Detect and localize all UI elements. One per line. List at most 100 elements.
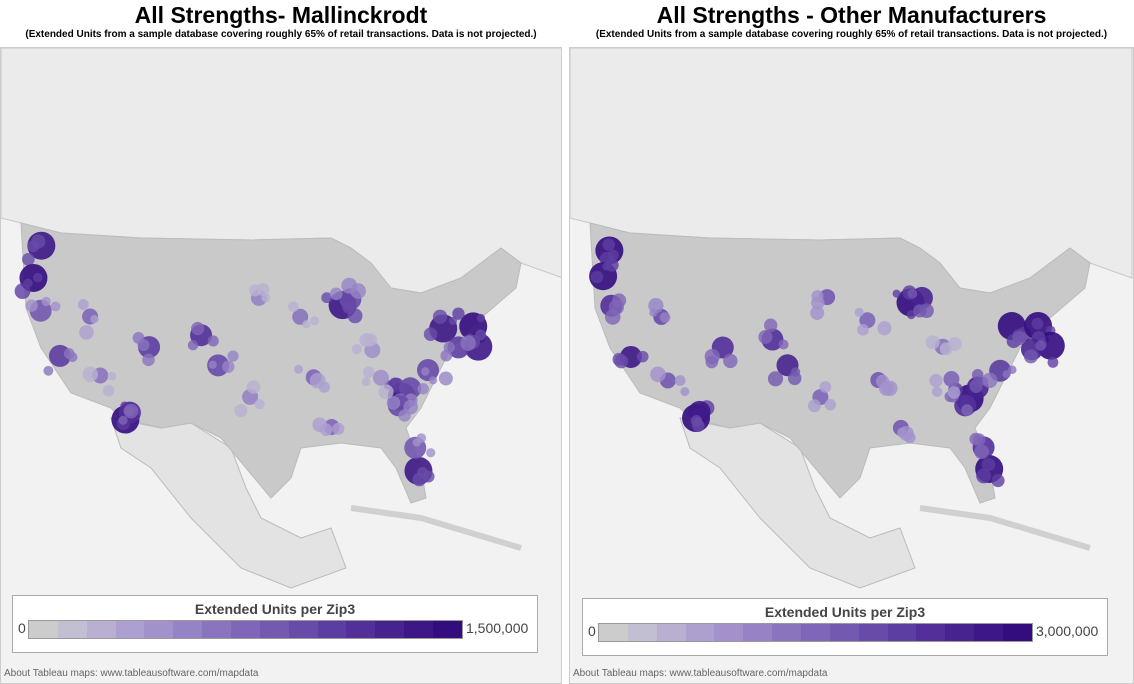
zip3-region <box>417 383 429 395</box>
legend-max: 3,000,000 <box>1036 623 1099 639</box>
legend-swatch <box>829 624 859 641</box>
legend-swatch <box>916 624 946 641</box>
zip3-region <box>432 309 448 324</box>
zip3-region <box>961 404 973 416</box>
color-legend: Extended Units per Zip3 0 3,000,000 <box>582 598 1108 656</box>
zip3-region <box>650 366 666 383</box>
zip3-region <box>288 301 299 312</box>
legend-swatch <box>86 621 116 638</box>
zip3-region <box>605 258 619 272</box>
zip3-region <box>943 371 960 388</box>
zip3-region <box>364 333 378 347</box>
zip3-region <box>351 343 362 355</box>
zip3-region <box>705 355 719 369</box>
map-canvas[interactable] <box>570 48 1134 684</box>
zip3-region <box>412 438 421 447</box>
zip3-region <box>208 360 217 369</box>
zip3-region <box>118 415 128 425</box>
zip3-region <box>329 287 343 301</box>
zip3-region <box>974 444 989 460</box>
legend-swatch <box>144 621 174 638</box>
zip3-region <box>124 406 135 417</box>
mexico-landmass <box>110 417 347 589</box>
color-legend: Extended Units per Zip3 0 1,500,000 <box>12 595 538 653</box>
legend-swatch <box>173 621 203 638</box>
choropleth-map[interactable]: Extended Units per Zip3 0 1,500,000 Abou… <box>0 47 562 684</box>
legend-swatch <box>115 621 145 638</box>
zip3-region <box>636 350 649 363</box>
mexico-landmass <box>679 417 916 589</box>
panel-other-manufacturers: All Strengths - Other Manufacturers (Ext… <box>569 0 1134 684</box>
zip3-region <box>680 386 690 397</box>
legend-min: 0 <box>18 620 26 636</box>
zip3-region <box>254 399 265 410</box>
legend-max: 1,500,000 <box>466 620 529 636</box>
chart-subtitle: (Extended Units from a sample database c… <box>25 29 537 40</box>
zip3-region <box>33 272 43 283</box>
zip3-region <box>302 320 311 329</box>
zip3-region <box>207 335 219 347</box>
zip3-region <box>440 349 453 362</box>
zip3-region <box>77 299 89 310</box>
caribbean-islands <box>350 505 522 551</box>
legend-swatch <box>259 621 289 638</box>
zip3-region <box>234 404 248 418</box>
zip3-region <box>429 376 438 385</box>
zip3-region <box>810 305 825 320</box>
map-credit[interactable]: About Tableau maps: www.tableausoftware.… <box>4 668 259 679</box>
zip3-region <box>602 238 616 251</box>
legend-swatch <box>404 621 434 638</box>
zip3-region <box>811 290 824 303</box>
zip3-region <box>971 369 984 381</box>
zip3-region <box>991 474 1005 488</box>
legend-swatch <box>656 624 686 641</box>
zip3-region <box>227 350 239 362</box>
zip3-region <box>90 315 99 324</box>
map-credit[interactable]: About Tableau maps: www.tableausoftware.… <box>573 668 828 679</box>
zip3-region <box>292 308 309 325</box>
zip3-region <box>137 339 150 352</box>
zip3-region <box>674 375 686 386</box>
legend-swatch <box>375 621 405 638</box>
legend-min: 0 <box>588 623 596 639</box>
zip3-region <box>1031 317 1044 330</box>
choropleth-map[interactable]: Extended Units per Zip3 0 3,000,000 Abou… <box>569 47 1134 684</box>
zip3-region <box>246 380 261 394</box>
legend-swatch <box>433 621 462 638</box>
legend-swatch <box>599 624 628 641</box>
zip3-region <box>332 422 345 435</box>
zip3-region <box>1008 365 1017 374</box>
zip3-region <box>426 448 436 458</box>
legend-color-ramp <box>598 623 1033 642</box>
zip3-region <box>819 381 832 393</box>
zip3-region <box>107 371 117 381</box>
zip3-region <box>372 369 389 386</box>
zip3-region <box>142 353 155 367</box>
zip3-region <box>857 323 869 336</box>
zip3-region <box>452 307 465 320</box>
legend-swatch <box>801 624 830 641</box>
panel-mallinckrodt: All Strengths- Mallinckrodt (Extended Un… <box>0 0 562 684</box>
zip3-region <box>67 352 78 363</box>
legend-swatch <box>685 624 715 641</box>
zip3-region <box>982 372 998 389</box>
zip3-region <box>378 384 394 400</box>
zip3-region <box>41 296 51 307</box>
zip3-region <box>931 386 943 398</box>
zip3-region <box>412 472 427 487</box>
legend-swatch <box>714 624 744 641</box>
map-canvas[interactable] <box>1 48 562 684</box>
zip3-region <box>877 321 892 336</box>
zip3-region <box>256 283 270 296</box>
zip3-region <box>929 373 943 388</box>
legend-title: Extended Units per Zip3 <box>194 601 356 617</box>
zip3-region <box>476 313 486 323</box>
zip3-region <box>341 277 358 294</box>
zip3-region <box>807 399 821 413</box>
zip3-region <box>925 335 940 350</box>
zip3-region <box>896 427 907 438</box>
zip3-region <box>981 457 996 472</box>
zip3-region <box>790 367 801 377</box>
zip3-region <box>460 335 476 351</box>
zip3-region <box>31 234 46 249</box>
